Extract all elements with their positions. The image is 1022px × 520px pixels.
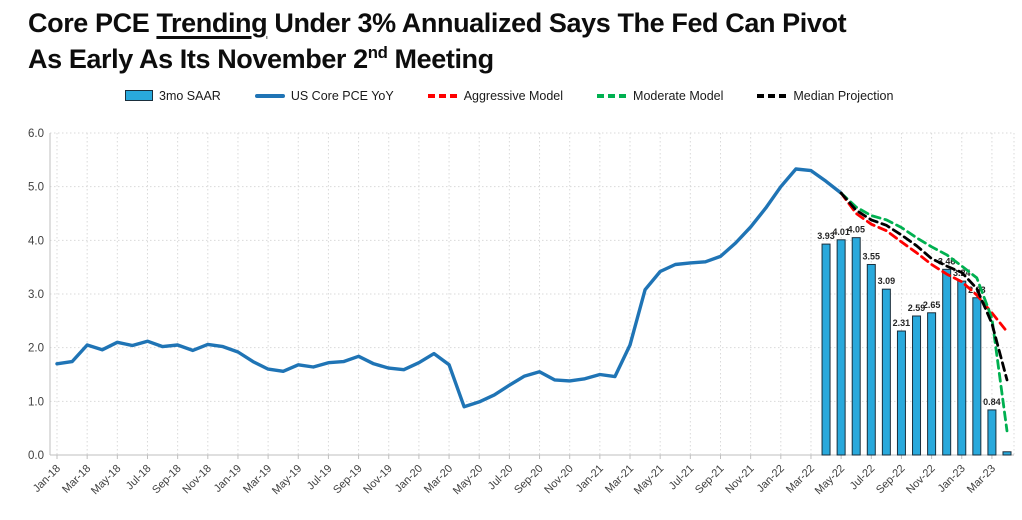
bar-3mo-saar — [957, 280, 967, 456]
bar-3mo-saar — [1002, 451, 1012, 456]
chart-area: 0.0 1.0 2.0 3.0 4.0 5.0 6.0 Jan-18 Mar-18 May-18 J… — [0, 123, 1022, 515]
x-tick-label: Sep-18 — [150, 463, 184, 497]
x-tick-label: Nov-22 — [904, 463, 938, 497]
legend-item-label: Aggressive Model — [463, 88, 564, 103]
bar-3mo-saar — [927, 312, 937, 456]
legend-item-label: Moderate Model — [633, 88, 724, 103]
line-us-core-pce-yoy — [55, 167, 843, 409]
bar-data-label: 3.93 — [817, 231, 835, 241]
x-tick-label: Mar-21 — [603, 463, 636, 496]
y-tick-label: 0.0 — [28, 450, 44, 462]
legend-item-label: 3mo SAAR — [159, 88, 221, 103]
x-tick-label: Sep-22 — [874, 463, 908, 497]
legend-item-moderate-model: Moderate Model — [597, 89, 723, 103]
title-superscript: nd — [367, 42, 388, 62]
x-tick-label: Nov-19 — [361, 463, 395, 497]
x-tick-label: Jan-20 — [393, 463, 425, 495]
chart-title: Core PCE Trending Under 3% Annualized Sa… — [0, 0, 1022, 78]
x-tick-label: Jan-18 — [31, 463, 63, 495]
y-tick-label: 3.0 — [28, 289, 44, 301]
x-tick-label: May-19 — [270, 463, 304, 497]
x-tick-label: Mar-22 — [784, 463, 817, 496]
chart-title-line1: Core PCE Trending Under 3% Annualized Sa… — [28, 8, 847, 38]
bar-data-label: 0.84 — [983, 397, 1001, 407]
chart-legend: 3mo SAAR US Core PCE YoY Aggressive Model M… — [0, 86, 1022, 106]
bar-3mo-saar — [881, 288, 891, 456]
bar-3mo-saar — [896, 330, 906, 456]
x-tick-label: Mar-20 — [422, 463, 455, 496]
legend-dashed-line-icon — [757, 94, 788, 98]
bar-data-label: 3.09 — [878, 276, 896, 286]
x-tick-label: Nov-18 — [180, 463, 214, 497]
x-tick-label: Jan-22 — [755, 463, 787, 495]
x-tick-label: May-18 — [89, 463, 123, 497]
bar-data-label: 4.01 — [832, 227, 850, 237]
legend-item-label: Median Projection — [793, 88, 894, 103]
x-tick-label: May-21 — [632, 463, 666, 497]
x-tick-label: Sep-21 — [693, 463, 727, 497]
y-tick-label: 6.0 — [28, 128, 44, 140]
x-tick-label: Jan-19 — [212, 463, 244, 495]
legend-dashed-line-icon — [597, 94, 628, 98]
y-tick-label: 2.0 — [28, 343, 44, 355]
x-tick-label: Sep-20 — [512, 463, 546, 497]
chart-title-line2: As Early As Its November 2nd Meeting — [28, 42, 494, 74]
bar-3mo-saar — [912, 315, 922, 456]
legend-item-label: US Core PCE YoY — [290, 88, 394, 103]
legend-item-us-core-pce-yoy: US Core PCE YoY — [254, 88, 394, 103]
x-tick-label: Jan-21 — [574, 463, 606, 495]
x-tick-label: Mar-18 — [60, 463, 93, 496]
bar-3mo-saar — [836, 239, 846, 456]
x-tick-label: Nov-20 — [542, 463, 576, 497]
y-tick-label: 1.0 — [28, 396, 44, 408]
legend-item-median-projection: Median Projection — [757, 89, 893, 103]
x-tick-label: Mar-23 — [965, 463, 998, 496]
bar-3mo-saar — [866, 263, 876, 456]
x-tick-label: Nov-21 — [723, 463, 757, 497]
legend-dashed-line-icon — [427, 94, 458, 98]
y-tick-label: 5.0 — [28, 182, 44, 194]
bar-3mo-saar — [821, 243, 831, 456]
line-aggressive-model — [839, 191, 1009, 334]
line-moderate-model — [839, 191, 1009, 433]
bar-data-label: 4.05 — [847, 225, 865, 235]
bar-data-label: 2.65 — [923, 300, 941, 310]
bar-3mo-saar — [851, 237, 861, 456]
x-tick-label: Jan-23 — [936, 463, 968, 495]
bar-3mo-saar — [942, 268, 952, 456]
bar-data-label: 3.55 — [863, 251, 881, 261]
x-tick-label: May-22 — [813, 463, 847, 497]
legend-solid-line-icon — [254, 93, 285, 98]
bar-3mo-saar — [987, 409, 997, 456]
line-median-projection — [839, 191, 1009, 382]
bar-data-label: 3.46 — [938, 256, 956, 266]
bar-data-label: 2.59 — [908, 303, 926, 313]
legend-bar-swatch-icon — [125, 90, 153, 102]
legend-item-aggressive-model: Aggressive Model — [427, 88, 564, 103]
bar-data-label: 2.31 — [893, 318, 911, 328]
y-tick-label: 4.0 — [28, 235, 44, 247]
x-tick-label: May-20 — [451, 463, 485, 497]
legend-item-3mo-saar: 3mo SAAR — [125, 89, 221, 103]
bar-3mo-saar — [972, 297, 982, 456]
x-tick-label: Mar-19 — [241, 463, 274, 496]
x-tick-label: Sep-19 — [331, 463, 365, 497]
title-underlined-word: Trending — [156, 8, 268, 38]
